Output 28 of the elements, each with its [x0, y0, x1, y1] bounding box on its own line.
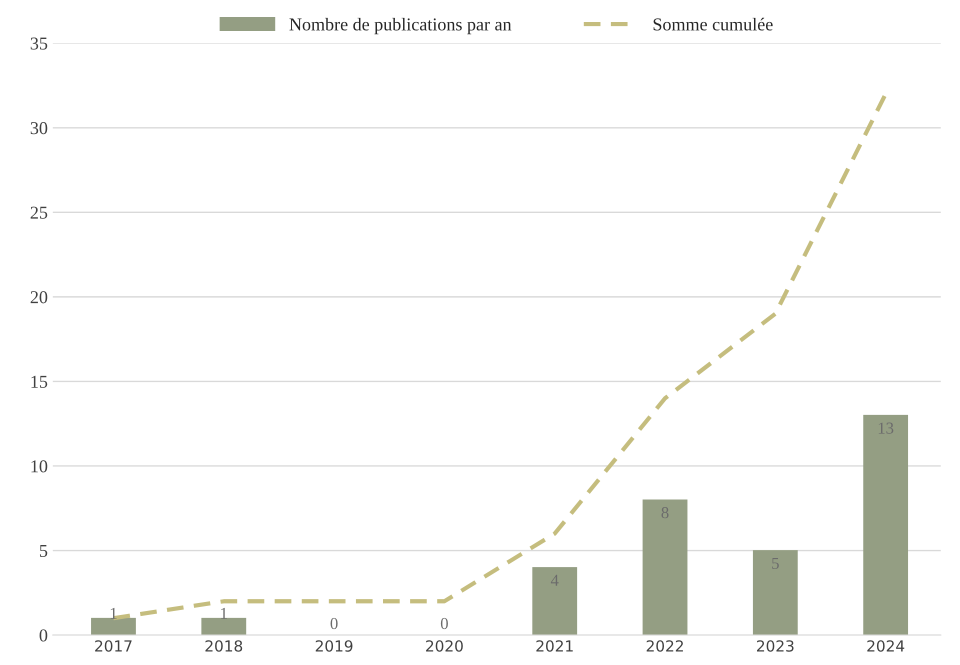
- data-label: 0: [330, 618, 338, 630]
- x-tick-label: 2024: [867, 640, 904, 652]
- bar: [642, 499, 688, 636]
- legend-label: Somme cumulée: [654, 18, 773, 31]
- y-tick-label: 10: [31, 460, 48, 472]
- bar: [201, 618, 246, 636]
- x-tick-label: 2018: [205, 640, 242, 652]
- x-tick-label: 2022: [646, 640, 683, 652]
- x-tick-label: 2023: [757, 640, 794, 652]
- bar: [752, 550, 798, 636]
- x-tick-label: 2017: [95, 640, 132, 652]
- y-tick-label: 15: [31, 376, 48, 388]
- y-tick-label: 20: [30, 291, 48, 304]
- x-tick-label: 2019: [316, 640, 352, 652]
- data-label: 1: [221, 608, 227, 619]
- bar: [863, 414, 908, 636]
- y-tick-label: 5: [40, 544, 48, 557]
- x-tick-label: 2021: [536, 640, 573, 652]
- bar: [91, 618, 136, 636]
- data-label: 0: [440, 618, 448, 630]
- x-tick-label: 2020: [426, 640, 463, 652]
- bar: [532, 567, 578, 636]
- y-tick-label: 30: [30, 122, 48, 134]
- data-label: 1: [110, 608, 117, 619]
- y-tick-label: 25: [30, 206, 48, 219]
- y-tick-label: 35: [30, 38, 48, 50]
- legend-label: Nombre de publications par an: [289, 18, 512, 34]
- y-tick-label: 0: [40, 629, 48, 642]
